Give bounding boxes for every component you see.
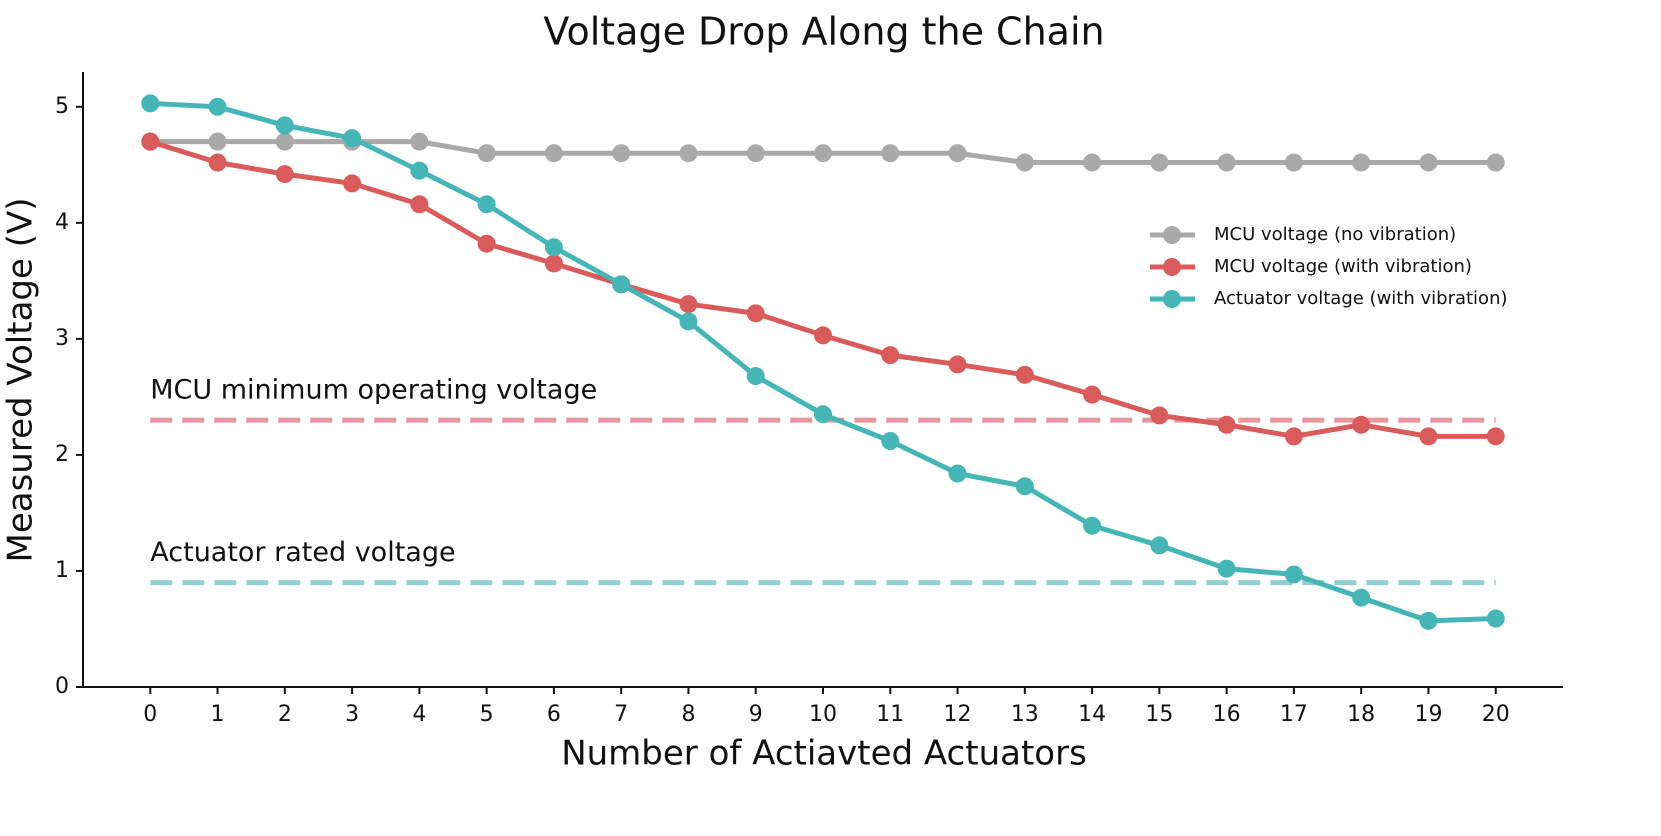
data-point — [477, 234, 496, 253]
chart-title: Voltage Drop Along the Chain — [543, 10, 1104, 54]
data-point — [1419, 611, 1438, 630]
data-point — [1284, 427, 1303, 446]
y-axis-label: Measured Voltage (V) — [1, 197, 41, 562]
x-tick-label: 6 — [547, 702, 561, 727]
y-tick-label: 5 — [55, 94, 69, 119]
reference-label: Actuator rated voltage — [150, 537, 455, 568]
data-point — [544, 238, 563, 257]
x-tick-label: 16 — [1213, 702, 1241, 727]
data-point — [881, 432, 900, 450]
x-tick-label: 20 — [1482, 702, 1510, 727]
legend-label: MCU voltage (with vibration) — [1214, 256, 1472, 277]
data-point — [1352, 588, 1371, 607]
x-tick-label: 9 — [749, 702, 763, 727]
x-tick-label: 7 — [614, 702, 628, 727]
data-point — [1150, 153, 1169, 172]
y-tick-label: 0 — [55, 674, 69, 699]
legend-label: Actuator voltage (with vibration) — [1214, 288, 1508, 309]
x-tick-label: 10 — [809, 702, 837, 727]
x-tick-label: 15 — [1145, 702, 1173, 727]
data-point — [746, 304, 765, 323]
y-tick-label: 2 — [55, 442, 69, 467]
data-point — [477, 195, 496, 214]
legend-label: MCU voltage (no vibration) — [1214, 224, 1456, 245]
x-tick-label: 3 — [345, 702, 359, 727]
data-point — [1015, 477, 1034, 496]
data-point — [1486, 609, 1505, 628]
legend-marker — [1163, 290, 1181, 308]
data-point — [343, 174, 362, 193]
data-point — [948, 464, 967, 483]
data-point — [746, 144, 765, 163]
data-point — [1284, 153, 1303, 172]
data-point — [1015, 365, 1034, 384]
data-point — [544, 144, 563, 163]
data-point — [679, 312, 698, 331]
data-point — [208, 132, 227, 151]
data-point — [612, 275, 631, 294]
data-point — [1217, 415, 1236, 434]
data-point — [1015, 153, 1034, 172]
data-point — [1486, 427, 1505, 446]
x-tick-label: 14 — [1078, 702, 1106, 727]
reference-label: MCU minimum operating voltage — [150, 375, 597, 406]
x-axis-label: Number of Actiavted Actuators — [561, 734, 1087, 774]
y-tick-label: 3 — [55, 326, 69, 351]
data-point — [275, 165, 294, 184]
data-point — [1083, 153, 1102, 172]
legend-marker — [1163, 258, 1181, 276]
data-point — [1419, 153, 1438, 172]
data-point — [1083, 385, 1102, 404]
data-point — [208, 97, 227, 116]
data-point — [948, 144, 967, 163]
data-point — [1486, 153, 1505, 172]
data-point — [275, 116, 294, 135]
data-point — [1083, 516, 1102, 535]
data-point — [948, 355, 967, 374]
x-tick-label: 8 — [681, 702, 695, 727]
data-point — [881, 346, 900, 365]
data-point — [410, 161, 429, 180]
data-point — [343, 129, 362, 148]
x-tick-label: 5 — [480, 702, 494, 727]
data-point — [1217, 153, 1236, 172]
y-tick-label: 1 — [55, 558, 69, 583]
x-tick-label: 1 — [211, 702, 225, 727]
data-point — [275, 132, 294, 151]
data-point — [679, 295, 698, 314]
x-tick-label: 13 — [1011, 702, 1039, 727]
x-tick-label: 2 — [278, 702, 292, 727]
data-point — [746, 367, 765, 386]
data-point — [1284, 565, 1303, 584]
x-tick-label: 4 — [412, 702, 426, 727]
data-point — [814, 405, 832, 424]
x-tick-label: 0 — [143, 702, 157, 727]
data-point — [1352, 415, 1371, 434]
data-point — [612, 144, 631, 163]
data-point — [814, 144, 832, 163]
data-point — [410, 195, 429, 214]
x-tick-label: 19 — [1414, 702, 1442, 727]
x-tick-label: 17 — [1280, 702, 1308, 727]
data-point — [1419, 427, 1438, 446]
x-tick-label: 11 — [876, 702, 904, 727]
data-point — [1150, 406, 1169, 425]
data-point — [1217, 559, 1236, 578]
data-point — [1150, 536, 1169, 555]
data-point — [679, 144, 698, 163]
legend-marker — [1163, 226, 1181, 244]
data-point — [208, 153, 227, 172]
data-point — [814, 326, 832, 345]
data-point — [410, 132, 429, 151]
data-point — [141, 132, 160, 151]
data-point — [881, 144, 900, 163]
data-point — [477, 144, 496, 163]
x-tick-label: 12 — [944, 702, 972, 727]
data-point — [1352, 153, 1371, 172]
data-point — [544, 254, 563, 273]
y-tick-label: 4 — [55, 210, 69, 235]
data-point — [141, 94, 160, 113]
x-tick-label: 18 — [1347, 702, 1375, 727]
